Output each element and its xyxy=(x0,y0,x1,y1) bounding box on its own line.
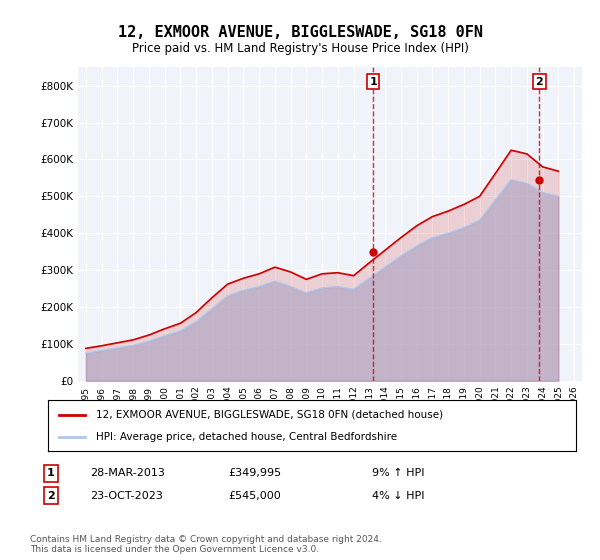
Text: 28-MAR-2013: 28-MAR-2013 xyxy=(90,468,165,478)
Text: 12, EXMOOR AVENUE, BIGGLESWADE, SG18 0FN (detached house): 12, EXMOOR AVENUE, BIGGLESWADE, SG18 0FN… xyxy=(95,409,443,419)
Text: 12, EXMOOR AVENUE, BIGGLESWADE, SG18 0FN: 12, EXMOOR AVENUE, BIGGLESWADE, SG18 0FN xyxy=(118,25,482,40)
Text: 2: 2 xyxy=(536,77,544,87)
Text: £545,000: £545,000 xyxy=(228,491,281,501)
Text: HPI: Average price, detached house, Central Bedfordshire: HPI: Average price, detached house, Cent… xyxy=(95,432,397,442)
Text: 2: 2 xyxy=(47,491,55,501)
Text: 9% ↑ HPI: 9% ↑ HPI xyxy=(372,468,425,478)
Text: Contains HM Land Registry data © Crown copyright and database right 2024.
This d: Contains HM Land Registry data © Crown c… xyxy=(30,535,382,554)
Text: £349,995: £349,995 xyxy=(228,468,281,478)
Text: 23-OCT-2023: 23-OCT-2023 xyxy=(90,491,163,501)
Text: Price paid vs. HM Land Registry's House Price Index (HPI): Price paid vs. HM Land Registry's House … xyxy=(131,42,469,55)
Text: 1: 1 xyxy=(47,468,55,478)
Text: 1: 1 xyxy=(370,77,377,87)
Text: 4% ↓ HPI: 4% ↓ HPI xyxy=(372,491,425,501)
